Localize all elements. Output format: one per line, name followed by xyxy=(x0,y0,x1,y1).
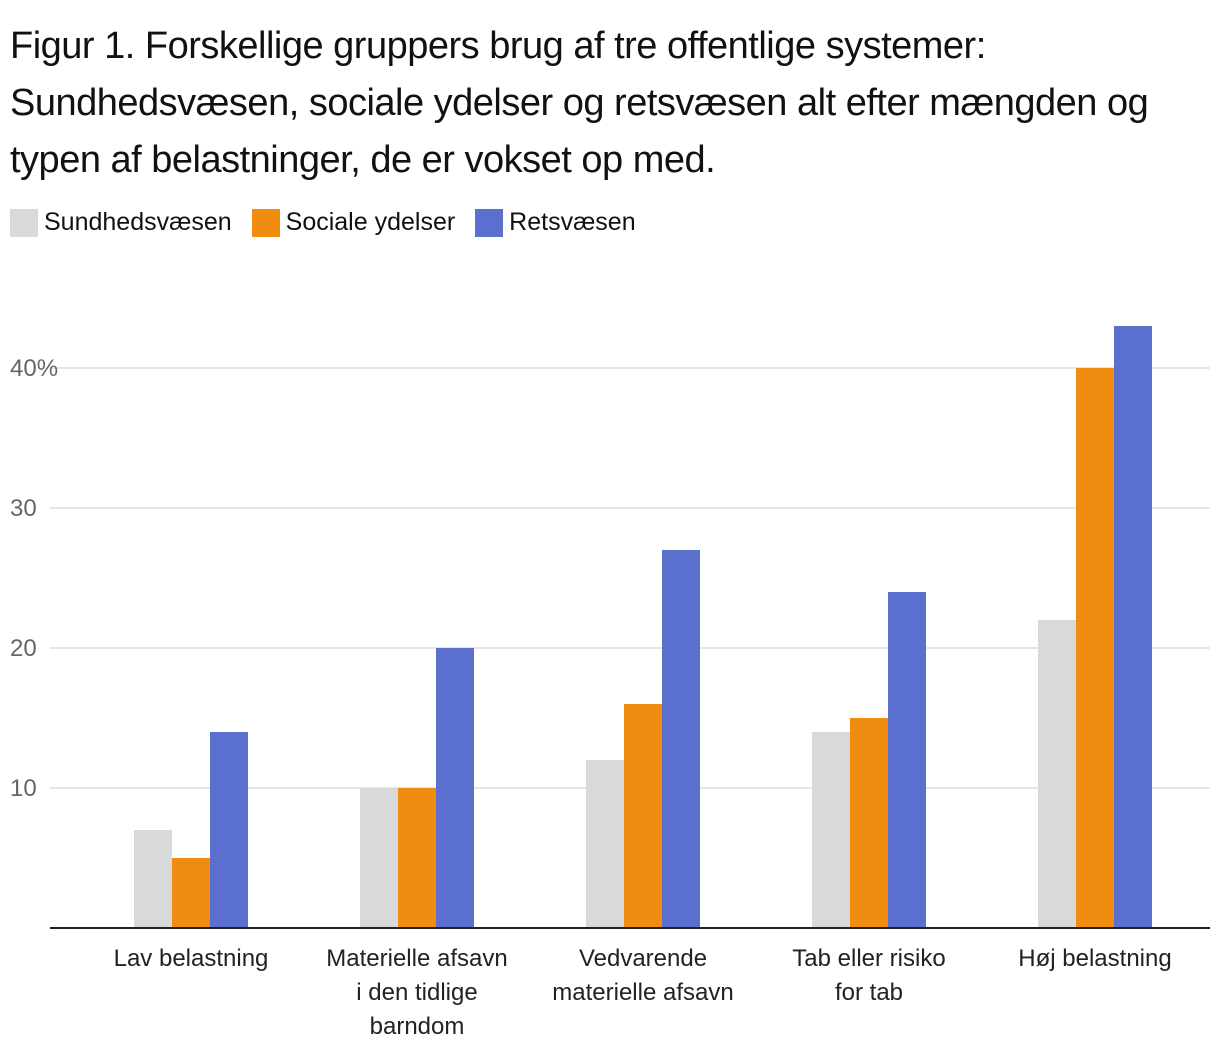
y-tick-label-30: 30 xyxy=(10,495,37,522)
legend-swatch-sundhedsvaesen xyxy=(10,208,38,237)
x-tick-label-2-line-1: Materielle afsavn xyxy=(326,945,507,972)
bar-3-1 xyxy=(210,732,248,928)
bar-1-2 xyxy=(360,788,398,928)
x-tick-label-3-line-1: Vedvarende xyxy=(579,945,707,972)
x-tick-label-2-line-3: barndom xyxy=(370,1013,465,1040)
x-tick-label-3-line-2: materielle afsavn xyxy=(552,979,733,1006)
legend-label-retsvaesen: Retsvæsen xyxy=(509,208,636,236)
bar-2-1 xyxy=(172,858,210,928)
bar-2-5 xyxy=(1076,368,1114,928)
legend-swatch-retsvaesen xyxy=(475,208,504,237)
x-tick-label-2-line-2: i den tidlige xyxy=(356,979,477,1006)
x-tick-label-4-line-1: Tab eller risiko xyxy=(792,945,945,972)
bar-3-4 xyxy=(888,592,926,928)
bar-3-5 xyxy=(1114,326,1152,928)
legend-label-sundhedsvaesen: Sundhedsvæsen xyxy=(44,208,232,236)
bar-1-4 xyxy=(812,732,850,928)
bar-1-3 xyxy=(586,760,624,928)
x-tick-label-5-line-1: Høj belastning xyxy=(1018,945,1171,972)
chart-title: Figur 1. Forskellige gruppers brug af tr… xyxy=(10,25,1149,181)
legend-item-retsvaesen: Retsvæsen xyxy=(475,208,636,237)
legend-swatch-sociale-ydelser xyxy=(251,208,280,237)
bar-2-3 xyxy=(624,704,662,928)
x-tick-label-1-line-1: Lav belastning xyxy=(114,945,269,972)
bar-1-5 xyxy=(1038,620,1076,928)
legend-label-sociale-ydelser: Sociale ydelser xyxy=(285,208,456,236)
bar-1-1 xyxy=(134,830,172,928)
bar-3-3 xyxy=(662,550,700,928)
legend: Sundhedsvæsen Sociale ydelser Retsvæsen xyxy=(10,208,656,237)
bar-2-2 xyxy=(398,788,436,928)
x-tick-label-4-line-2: for tab xyxy=(835,979,903,1006)
y-tick-label-10: 10 xyxy=(10,775,37,802)
legend-item-sundhedsvaesen: Sundhedsvæsen xyxy=(10,208,232,237)
y-tick-label-20: 20 xyxy=(10,635,37,662)
legend-item-sociale-ydelser: Sociale ydelser xyxy=(251,208,456,237)
bar-2-4 xyxy=(850,718,888,928)
y-tick-label-40: 40% xyxy=(10,355,58,382)
bar-3-2 xyxy=(436,648,474,928)
